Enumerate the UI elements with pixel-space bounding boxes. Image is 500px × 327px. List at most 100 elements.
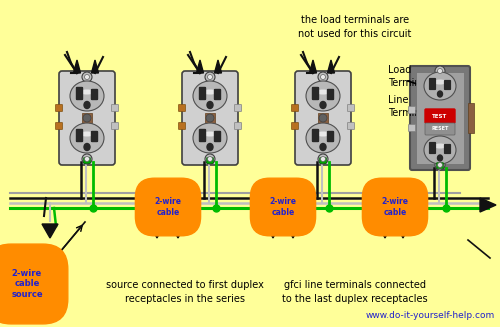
Ellipse shape bbox=[433, 144, 447, 148]
Bar bbox=[205, 113, 215, 123]
FancyBboxPatch shape bbox=[348, 105, 354, 112]
Circle shape bbox=[319, 114, 327, 122]
Ellipse shape bbox=[202, 131, 218, 136]
FancyBboxPatch shape bbox=[312, 129, 318, 142]
FancyBboxPatch shape bbox=[430, 143, 436, 153]
Polygon shape bbox=[396, 224, 410, 238]
FancyBboxPatch shape bbox=[76, 129, 82, 142]
FancyBboxPatch shape bbox=[348, 123, 354, 129]
Ellipse shape bbox=[70, 123, 104, 153]
Text: gfci line terminals connected
to the last duplex receptacles: gfci line terminals connected to the las… bbox=[282, 280, 428, 304]
Polygon shape bbox=[92, 60, 98, 73]
Ellipse shape bbox=[438, 155, 442, 161]
Circle shape bbox=[208, 75, 212, 79]
FancyBboxPatch shape bbox=[444, 80, 450, 89]
Polygon shape bbox=[150, 224, 164, 238]
Ellipse shape bbox=[193, 81, 227, 111]
Circle shape bbox=[84, 75, 89, 79]
FancyBboxPatch shape bbox=[214, 131, 220, 142]
Circle shape bbox=[83, 114, 91, 122]
Ellipse shape bbox=[433, 79, 447, 84]
FancyBboxPatch shape bbox=[206, 158, 214, 163]
Circle shape bbox=[320, 157, 326, 162]
Bar bbox=[468, 103, 474, 133]
Ellipse shape bbox=[320, 144, 326, 150]
Circle shape bbox=[318, 154, 328, 164]
Circle shape bbox=[84, 157, 89, 162]
Circle shape bbox=[206, 114, 214, 122]
FancyBboxPatch shape bbox=[425, 109, 455, 123]
Bar bbox=[416, 72, 464, 164]
FancyBboxPatch shape bbox=[436, 163, 444, 168]
Ellipse shape bbox=[438, 91, 442, 97]
FancyBboxPatch shape bbox=[200, 129, 205, 142]
Ellipse shape bbox=[320, 101, 326, 109]
Circle shape bbox=[82, 154, 92, 164]
FancyBboxPatch shape bbox=[430, 78, 436, 89]
FancyBboxPatch shape bbox=[234, 105, 242, 112]
Circle shape bbox=[438, 68, 442, 74]
FancyBboxPatch shape bbox=[214, 90, 220, 99]
Polygon shape bbox=[214, 60, 222, 73]
FancyBboxPatch shape bbox=[92, 90, 98, 99]
Polygon shape bbox=[328, 60, 334, 73]
FancyBboxPatch shape bbox=[56, 123, 62, 129]
Circle shape bbox=[438, 163, 442, 167]
FancyBboxPatch shape bbox=[178, 123, 186, 129]
Ellipse shape bbox=[306, 81, 340, 111]
Ellipse shape bbox=[84, 101, 90, 109]
Ellipse shape bbox=[84, 144, 90, 150]
Text: RESET: RESET bbox=[432, 127, 448, 131]
FancyBboxPatch shape bbox=[84, 158, 90, 163]
FancyBboxPatch shape bbox=[59, 71, 115, 165]
FancyBboxPatch shape bbox=[320, 158, 326, 163]
FancyBboxPatch shape bbox=[425, 123, 455, 135]
FancyBboxPatch shape bbox=[328, 90, 334, 99]
Text: 2-wire
cable: 2-wire cable bbox=[382, 197, 408, 217]
Text: 2-wire
cable: 2-wire cable bbox=[154, 197, 182, 217]
FancyBboxPatch shape bbox=[292, 105, 298, 112]
Ellipse shape bbox=[424, 136, 456, 164]
Polygon shape bbox=[196, 60, 203, 73]
FancyBboxPatch shape bbox=[328, 131, 334, 142]
Circle shape bbox=[435, 66, 445, 76]
FancyBboxPatch shape bbox=[408, 125, 416, 131]
Polygon shape bbox=[480, 198, 496, 212]
Ellipse shape bbox=[79, 90, 95, 95]
Circle shape bbox=[208, 157, 212, 162]
Circle shape bbox=[320, 75, 326, 79]
Ellipse shape bbox=[202, 90, 218, 95]
Bar bbox=[318, 113, 328, 123]
FancyBboxPatch shape bbox=[182, 71, 238, 165]
Ellipse shape bbox=[79, 131, 95, 136]
FancyBboxPatch shape bbox=[200, 88, 205, 99]
Circle shape bbox=[318, 72, 328, 82]
FancyBboxPatch shape bbox=[312, 88, 318, 99]
FancyBboxPatch shape bbox=[92, 131, 98, 142]
Text: Line
Terminals: Line Terminals bbox=[388, 95, 434, 118]
FancyBboxPatch shape bbox=[56, 105, 62, 112]
FancyBboxPatch shape bbox=[234, 123, 242, 129]
Text: www.do-it-yourself-help.com: www.do-it-yourself-help.com bbox=[366, 311, 495, 320]
FancyBboxPatch shape bbox=[292, 123, 298, 129]
Circle shape bbox=[435, 160, 445, 170]
Circle shape bbox=[205, 72, 215, 82]
Polygon shape bbox=[74, 60, 80, 73]
FancyBboxPatch shape bbox=[112, 123, 118, 129]
Text: source connected to first duplex
receptacles in the series: source connected to first duplex recepta… bbox=[106, 280, 264, 304]
Ellipse shape bbox=[315, 131, 331, 136]
Polygon shape bbox=[266, 224, 280, 238]
Polygon shape bbox=[42, 224, 58, 238]
Polygon shape bbox=[310, 60, 316, 73]
Text: 2-wire
cable: 2-wire cable bbox=[270, 197, 296, 217]
Circle shape bbox=[82, 72, 92, 82]
Ellipse shape bbox=[207, 144, 213, 150]
Ellipse shape bbox=[424, 72, 456, 100]
FancyBboxPatch shape bbox=[178, 105, 186, 112]
Polygon shape bbox=[171, 224, 185, 238]
FancyBboxPatch shape bbox=[295, 71, 351, 165]
Polygon shape bbox=[286, 224, 300, 238]
FancyBboxPatch shape bbox=[112, 105, 118, 112]
Ellipse shape bbox=[193, 123, 227, 153]
Circle shape bbox=[205, 154, 215, 164]
